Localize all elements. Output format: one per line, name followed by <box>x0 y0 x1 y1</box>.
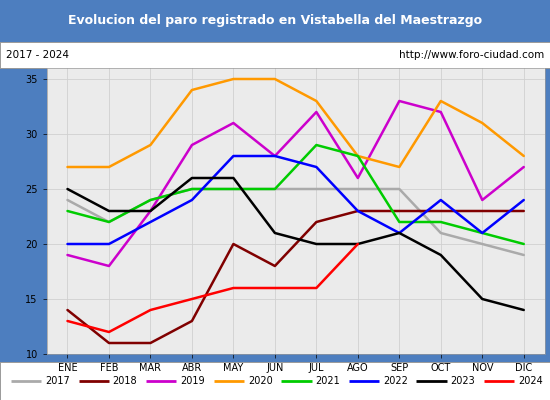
Text: 2021: 2021 <box>315 376 340 386</box>
Text: 2017 - 2024: 2017 - 2024 <box>6 50 69 60</box>
Text: 2019: 2019 <box>180 376 205 386</box>
Text: http://www.foro-ciudad.com: http://www.foro-ciudad.com <box>399 50 544 60</box>
Text: 2024: 2024 <box>518 376 543 386</box>
Text: 2023: 2023 <box>450 376 475 386</box>
Text: Evolucion del paro registrado en Vistabella del Maestrazgo: Evolucion del paro registrado en Vistabe… <box>68 14 482 27</box>
Text: 2018: 2018 <box>113 376 138 386</box>
Text: 2020: 2020 <box>248 376 273 386</box>
Text: 2017: 2017 <box>45 376 70 386</box>
Text: 2022: 2022 <box>383 376 408 386</box>
